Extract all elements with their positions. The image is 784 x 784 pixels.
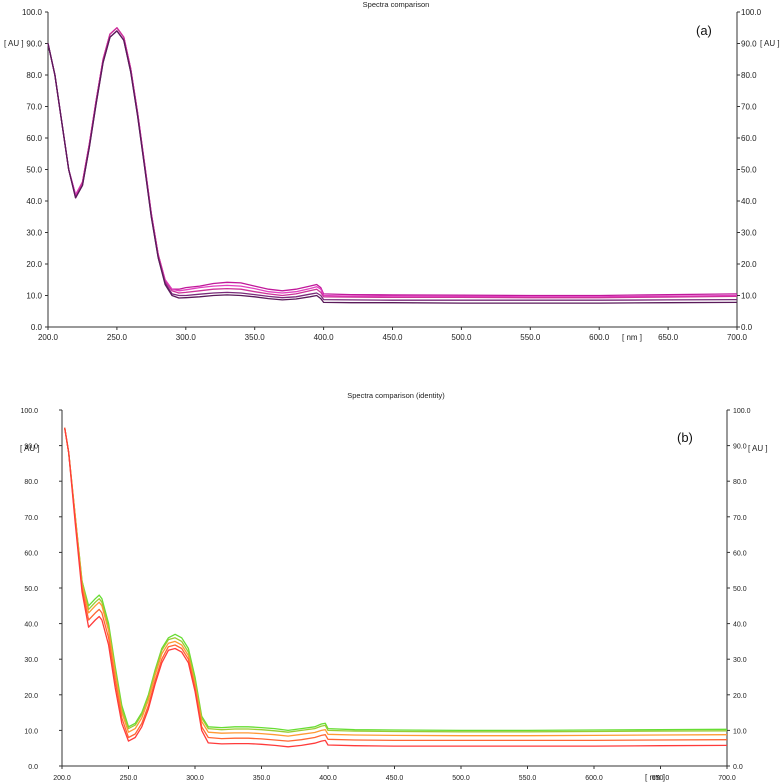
panel-b-y-tick-label-right: 70.0 xyxy=(733,515,747,522)
panel-a-x-tick-label: 450.0 xyxy=(382,333,403,342)
panel-a-right-unit-label: [ AU ] xyxy=(760,39,780,48)
panel-a-y-tick-label-left: 20.0 xyxy=(26,260,42,269)
panel-a-y-tick-label-left: 90.0 xyxy=(26,40,42,49)
panel-a-x-tick-label: 200.0 xyxy=(38,333,59,342)
panel-a-y-tick-label-right: 70.0 xyxy=(741,103,757,112)
panel-a-y-tick-label-right: 90.0 xyxy=(741,40,757,49)
panel-a-series-line-2 xyxy=(47,27,738,298)
panel-b-title: Spectra comparison (identity) xyxy=(347,391,445,400)
panel-a-y-tick-label-right: 10.0 xyxy=(741,292,757,301)
panel-b-x-tick-label: 700.0 xyxy=(718,775,736,782)
panel-b-y-tick-label-left: 60.0 xyxy=(24,550,38,557)
panel-a-y-tick-label-left: 40.0 xyxy=(26,197,42,206)
panel-b-series-line-5 xyxy=(64,427,728,748)
panel-b-y-tick-label-left: 30.0 xyxy=(24,657,38,664)
panel-b-y-tick-label-left: 80.0 xyxy=(24,479,38,486)
panel-b-y-tick-label-left: 20.0 xyxy=(24,693,38,700)
panel-b-x-tick-label: 450.0 xyxy=(386,775,404,782)
panel-b-y-tick-label-left: 0.0 xyxy=(28,764,38,771)
panel-a-x-tick-label: 700.0 xyxy=(727,333,748,342)
panel-a-y-tick-label-left: 10.0 xyxy=(26,292,42,301)
panel-b-series-line-4 xyxy=(64,427,728,742)
panel-a-left-unit-label: [ AU ] xyxy=(4,39,24,48)
panel-a-x-tick-label: 650.0 xyxy=(658,333,679,342)
panel-a-y-tick-label-right: 60.0 xyxy=(741,134,757,143)
panel-b-x-tick-label: 550.0 xyxy=(519,775,537,782)
panel-a-y-tick-label-left: 100.0 xyxy=(22,8,43,17)
panel-a-x-unit-label: [ nm ] xyxy=(622,333,642,342)
panel-b: Spectra comparison (identity) (b) [ AU ]… xyxy=(20,391,768,782)
panel-b-series-line-1 xyxy=(64,427,728,732)
panel-b-left-unit-label: [ AU ] xyxy=(20,444,40,453)
panel-b-right-unit-label: [ AU ] xyxy=(748,444,768,453)
panel-b-x-tick-label: 400.0 xyxy=(319,775,337,782)
panel-a-y-tick-label-right: 20.0 xyxy=(741,260,757,269)
panel-b-series-line-2 xyxy=(64,427,728,733)
panel-a-y-tick-label-right: 80.0 xyxy=(741,71,757,80)
panel-b-y-tick-label-right: 50.0 xyxy=(733,586,747,593)
panel-a-y-tick-label-right: 0.0 xyxy=(741,323,753,332)
panel-a-y-tick-label-right: 30.0 xyxy=(741,229,757,238)
panel-a-series-line-1 xyxy=(47,27,738,297)
panel-a-y-tick-label-right: 40.0 xyxy=(741,197,757,206)
panel-b-x-tick-label: 650.0 xyxy=(652,775,670,782)
panel-a-x-tick-label: 600.0 xyxy=(589,333,610,342)
panel-a-series-line-3 xyxy=(47,27,738,299)
panel-b-y-tick-label-right: 90.0 xyxy=(733,444,747,451)
panel-b-x-tick-label: 350.0 xyxy=(253,775,271,782)
panel-b-y-tick-label-right: 60.0 xyxy=(733,550,747,557)
panel-a-x-tick-label: 250.0 xyxy=(107,333,128,342)
panel-b-series-line-3 xyxy=(64,427,728,737)
panel-b-x-unit-label: [ nm ] xyxy=(645,773,665,782)
panel-b-y-tick-label-left: 70.0 xyxy=(24,515,38,522)
panel-a-x-tick-label: 350.0 xyxy=(245,333,266,342)
panel-b-y-tick-label-right: 100.0 xyxy=(733,408,751,415)
panel-a-y-tick-label-left: 70.0 xyxy=(26,103,42,112)
panel-b-y-tick-label-right: 0.0 xyxy=(733,764,743,771)
panel-b-y-tick-label-right: 20.0 xyxy=(733,693,747,700)
panel-a-y-tick-label-left: 0.0 xyxy=(31,323,43,332)
panel-a-title: Spectra comparison xyxy=(363,0,430,9)
panel-a-x-tick-label: 550.0 xyxy=(520,333,541,342)
panel-b-y-tick-label-right: 10.0 xyxy=(733,728,747,735)
panel-b-x-tick-label: 500.0 xyxy=(452,775,470,782)
panel-b-y-tick-label-right: 40.0 xyxy=(733,622,747,629)
panel-b-y-tick-label-left: 90.0 xyxy=(24,444,38,451)
panel-b-label: (b) xyxy=(677,430,693,445)
panel-a-x-tick-label: 300.0 xyxy=(176,333,197,342)
panel-a-series-line-5 xyxy=(47,30,738,304)
panel-a-label: (a) xyxy=(696,23,712,38)
panel-a-y-tick-label-right: 50.0 xyxy=(741,166,757,175)
panel-a-y-tick-label-left: 60.0 xyxy=(26,134,42,143)
panel-b-y-tick-label-left: 10.0 xyxy=(24,728,38,735)
panel-b-y-tick-label-left: 100.0 xyxy=(20,408,38,415)
panel-b-y-tick-label-left: 40.0 xyxy=(24,622,38,629)
panel-a-x-tick-label: 400.0 xyxy=(314,333,335,342)
panel-b-x-tick-label: 250.0 xyxy=(120,775,138,782)
panel-b-y-tick-label-left: 50.0 xyxy=(24,586,38,593)
panel-b-x-tick-label: 200.0 xyxy=(53,775,71,782)
panel-a-y-tick-label-left: 30.0 xyxy=(26,229,42,238)
panel-b-x-tick-label: 600.0 xyxy=(585,775,603,782)
panel-a-series-line-4 xyxy=(47,30,738,301)
panel-a-x-tick-label: 500.0 xyxy=(451,333,472,342)
panel-a: Spectra comparison (a) [ AU ] [ AU ] [ n… xyxy=(4,0,780,342)
panel-a-y-tick-label-left: 80.0 xyxy=(26,71,42,80)
panel-b-y-tick-label-right: 80.0 xyxy=(733,479,747,486)
panel-a-y-tick-label-right: 100.0 xyxy=(741,8,762,17)
panel-b-x-tick-label: 300.0 xyxy=(186,775,204,782)
panel-b-y-tick-label-right: 30.0 xyxy=(733,657,747,664)
panel-a-y-tick-label-left: 50.0 xyxy=(26,166,42,175)
